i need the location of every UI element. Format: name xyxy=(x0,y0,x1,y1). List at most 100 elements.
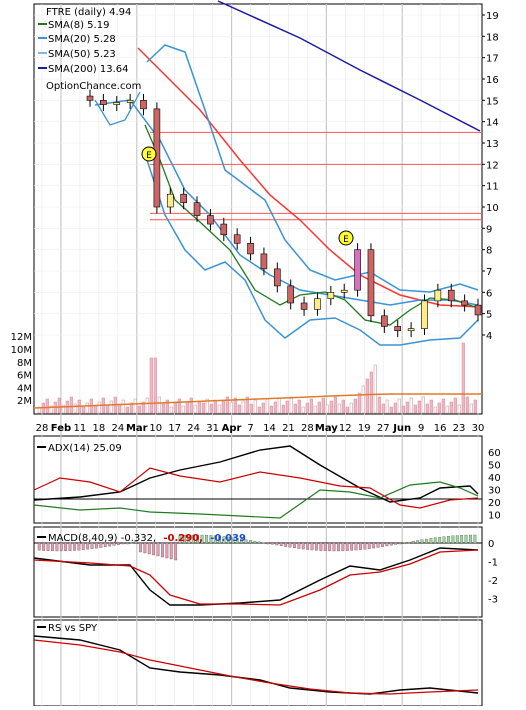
adx-tick-label: 20 xyxy=(488,498,501,509)
volume-bar xyxy=(465,396,469,414)
volume-bar xyxy=(265,398,269,414)
macd-hist-bar xyxy=(372,542,376,549)
candle-body xyxy=(300,302,308,310)
candle-body xyxy=(274,268,281,287)
macd-hist-bar xyxy=(323,542,327,551)
volume-bar xyxy=(369,371,373,414)
macd-hist-bar xyxy=(403,542,406,545)
macd-hist-bar xyxy=(257,541,261,544)
macd-y-axis: 0 -1 -2 -3 xyxy=(488,539,498,606)
svg-text:ADX(14) 25.09: ADX(14) 25.09 xyxy=(48,443,122,454)
rs-average-line xyxy=(33,639,479,695)
volume-bar xyxy=(353,398,357,414)
volume-bar xyxy=(97,401,101,414)
volume-bar xyxy=(225,396,229,414)
volume-bar xyxy=(389,406,393,414)
x-tick-label: 16 xyxy=(434,423,447,434)
macd-hist-bar xyxy=(121,542,125,545)
price-tick-label: 9 xyxy=(486,224,492,235)
candle-body xyxy=(233,234,241,244)
x-tick-label: 7 xyxy=(247,423,253,434)
macd-hist-bar xyxy=(411,541,415,544)
volume-bar xyxy=(313,405,317,414)
volume-bar xyxy=(297,399,301,414)
macd-hist-bar xyxy=(46,542,50,551)
volume-bar xyxy=(321,397,325,414)
macd-hist-bar xyxy=(42,542,46,551)
x-tick-label: 28 xyxy=(36,423,49,434)
macd-hist-bar xyxy=(455,535,459,544)
macd-hist-bar xyxy=(222,536,226,544)
macd-hist-bar xyxy=(77,542,81,551)
volume-bar xyxy=(105,404,109,414)
adx-legend: ADX(14) 25.09 xyxy=(37,443,122,454)
x-tick-label: 27 xyxy=(377,423,390,434)
macd-hist-bar xyxy=(297,542,301,549)
price-tick-label: 10 xyxy=(486,203,499,214)
di-minus-line xyxy=(33,481,479,519)
macd-hist-bar xyxy=(337,542,340,552)
macd-hist-bar xyxy=(165,542,169,559)
macd-hist-bar xyxy=(59,542,63,552)
x-tick-label: 31 xyxy=(206,423,219,434)
volume-tick-label: 6M xyxy=(17,371,32,382)
rs-panel xyxy=(33,619,483,707)
svg-text:SMA(20) 5.28: SMA(20) 5.28 xyxy=(48,34,116,45)
price-tick-label: 4 xyxy=(486,331,492,342)
macd-hist-bar xyxy=(363,542,367,550)
volume-bar xyxy=(361,385,365,414)
volume-bar xyxy=(69,396,73,414)
volume-tick-label: 4M xyxy=(17,383,32,394)
candle-body xyxy=(434,289,442,302)
macd-hist-bar xyxy=(161,542,164,558)
volume-bar xyxy=(325,404,329,414)
volume-bar xyxy=(329,400,333,414)
volume-bar xyxy=(305,402,309,414)
macd-hist-bar xyxy=(99,542,103,548)
candles xyxy=(86,89,482,338)
macd-hist-bar xyxy=(394,542,398,545)
volume-bar xyxy=(461,342,465,414)
candle-body xyxy=(140,100,147,110)
sma50-line xyxy=(137,47,481,308)
macd-hist-bar xyxy=(341,542,345,552)
volume-tick-label: 8M xyxy=(17,358,32,369)
macd-hist-bar xyxy=(359,542,362,550)
macd-hist-bar xyxy=(442,536,446,544)
macd-hist-bar xyxy=(288,542,292,548)
volume-bar xyxy=(301,406,305,414)
macd-hist-bar xyxy=(350,542,354,551)
volume-bar xyxy=(457,404,461,414)
svg-text:E: E xyxy=(343,235,349,245)
volume-bar xyxy=(37,406,41,414)
earnings-marker-1: E xyxy=(141,146,157,162)
macd-hist-bar xyxy=(306,542,310,550)
svg-text:RS vs SPY: RS vs SPY xyxy=(48,623,98,634)
macd-hist-bar xyxy=(95,542,98,549)
volume-bar xyxy=(281,404,285,414)
volume-bar xyxy=(373,364,377,414)
candle-body xyxy=(207,215,214,225)
volume-bar xyxy=(425,403,429,414)
volume-bar xyxy=(437,402,441,414)
x-tick-label: 24 xyxy=(187,423,200,434)
x-tick-label: 18 xyxy=(93,423,106,434)
macd-hist-bar xyxy=(147,542,151,555)
x-tick-label: May xyxy=(315,423,338,434)
macd-signal-line xyxy=(33,549,479,606)
candle-body xyxy=(314,298,321,310)
volume-bar xyxy=(169,406,173,414)
macd-hist-bar xyxy=(125,542,129,545)
volume-bar xyxy=(409,397,413,414)
macd-hist-bar xyxy=(108,542,112,547)
volume-bar xyxy=(417,400,421,414)
macd-hist-bar xyxy=(156,542,160,557)
di-plus-line xyxy=(33,467,479,509)
volume-bar xyxy=(285,400,289,414)
volume-bar xyxy=(129,402,133,414)
volume-bar xyxy=(277,397,281,414)
volume-bar xyxy=(133,398,137,414)
